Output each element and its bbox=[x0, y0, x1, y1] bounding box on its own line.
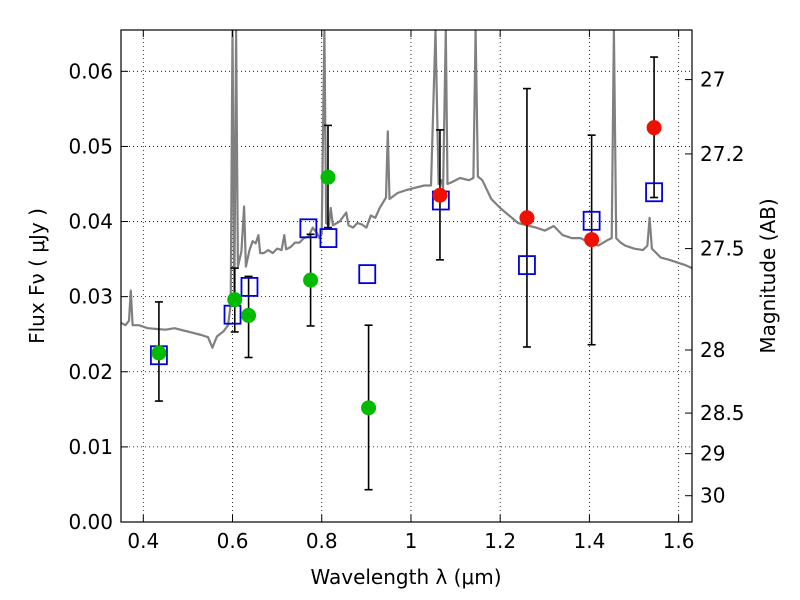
axis-ticks: 0.4 0.6 0.8 1 1.2 1.4 1.6 0.00 0.01 0.02 0.03 0.04 0… bbox=[68, 30, 745, 553]
right-tick-label: 30 bbox=[700, 484, 725, 508]
circle-marker bbox=[320, 169, 336, 185]
right-tick-label: 27 bbox=[700, 68, 725, 92]
grid-lines bbox=[121, 30, 692, 522]
y-tick-label: 0.05 bbox=[68, 134, 113, 158]
circle-marker bbox=[151, 345, 167, 361]
y-tick-label: 0.00 bbox=[68, 510, 113, 534]
spectrum-layer bbox=[121, 30, 692, 349]
square-marker bbox=[582, 210, 601, 231]
x-axis-label: Wavelength λ (μm) bbox=[310, 565, 501, 589]
circle-marker bbox=[584, 232, 600, 248]
right-tick-label: 29 bbox=[700, 442, 725, 466]
circle-marker bbox=[227, 292, 243, 308]
x-tick-label: 0.6 bbox=[217, 529, 249, 553]
circle-marker bbox=[432, 187, 448, 203]
x-tick-label: 1.2 bbox=[484, 529, 516, 553]
y-tick-label: 0.02 bbox=[68, 360, 113, 384]
y-tick-label: 0.06 bbox=[68, 59, 113, 83]
circle-marker bbox=[519, 210, 535, 226]
x-tick-label: 1.6 bbox=[663, 529, 695, 553]
y-tick-label: 0.03 bbox=[68, 285, 113, 309]
right-tick-label: 27.2 bbox=[700, 142, 745, 166]
y-tick-label: 0.04 bbox=[68, 210, 113, 234]
right-tick-label: 28.5 bbox=[700, 401, 745, 425]
circle-marker bbox=[361, 400, 377, 416]
plot-frame bbox=[120, 29, 693, 523]
x-tick-label: 0.8 bbox=[306, 529, 338, 553]
y-axis-right-label: Magnitude (AB) bbox=[756, 198, 780, 353]
circle-marker bbox=[646, 120, 662, 136]
plot-content bbox=[121, 30, 692, 491]
x-tick-label: 1.4 bbox=[573, 529, 605, 553]
square-marker bbox=[358, 264, 377, 285]
data-markers bbox=[150, 120, 663, 416]
x-tick-label: 1 bbox=[405, 529, 418, 553]
square-marker bbox=[240, 276, 259, 297]
circle-marker bbox=[241, 307, 257, 323]
square-marker bbox=[645, 182, 663, 203]
y-tick-label: 0.01 bbox=[68, 435, 113, 459]
spectrum-line bbox=[121, 30, 692, 349]
square-marker bbox=[319, 228, 338, 248]
right-tick-label: 27.5 bbox=[700, 237, 745, 261]
right-tick-label: 28 bbox=[700, 338, 725, 362]
x-tick-label: 0.4 bbox=[127, 529, 159, 553]
circle-marker bbox=[303, 272, 319, 288]
square-marker bbox=[299, 218, 318, 239]
square-marker bbox=[518, 255, 536, 276]
y-axis-label: Flux Fν ( μJy ) bbox=[25, 208, 49, 344]
